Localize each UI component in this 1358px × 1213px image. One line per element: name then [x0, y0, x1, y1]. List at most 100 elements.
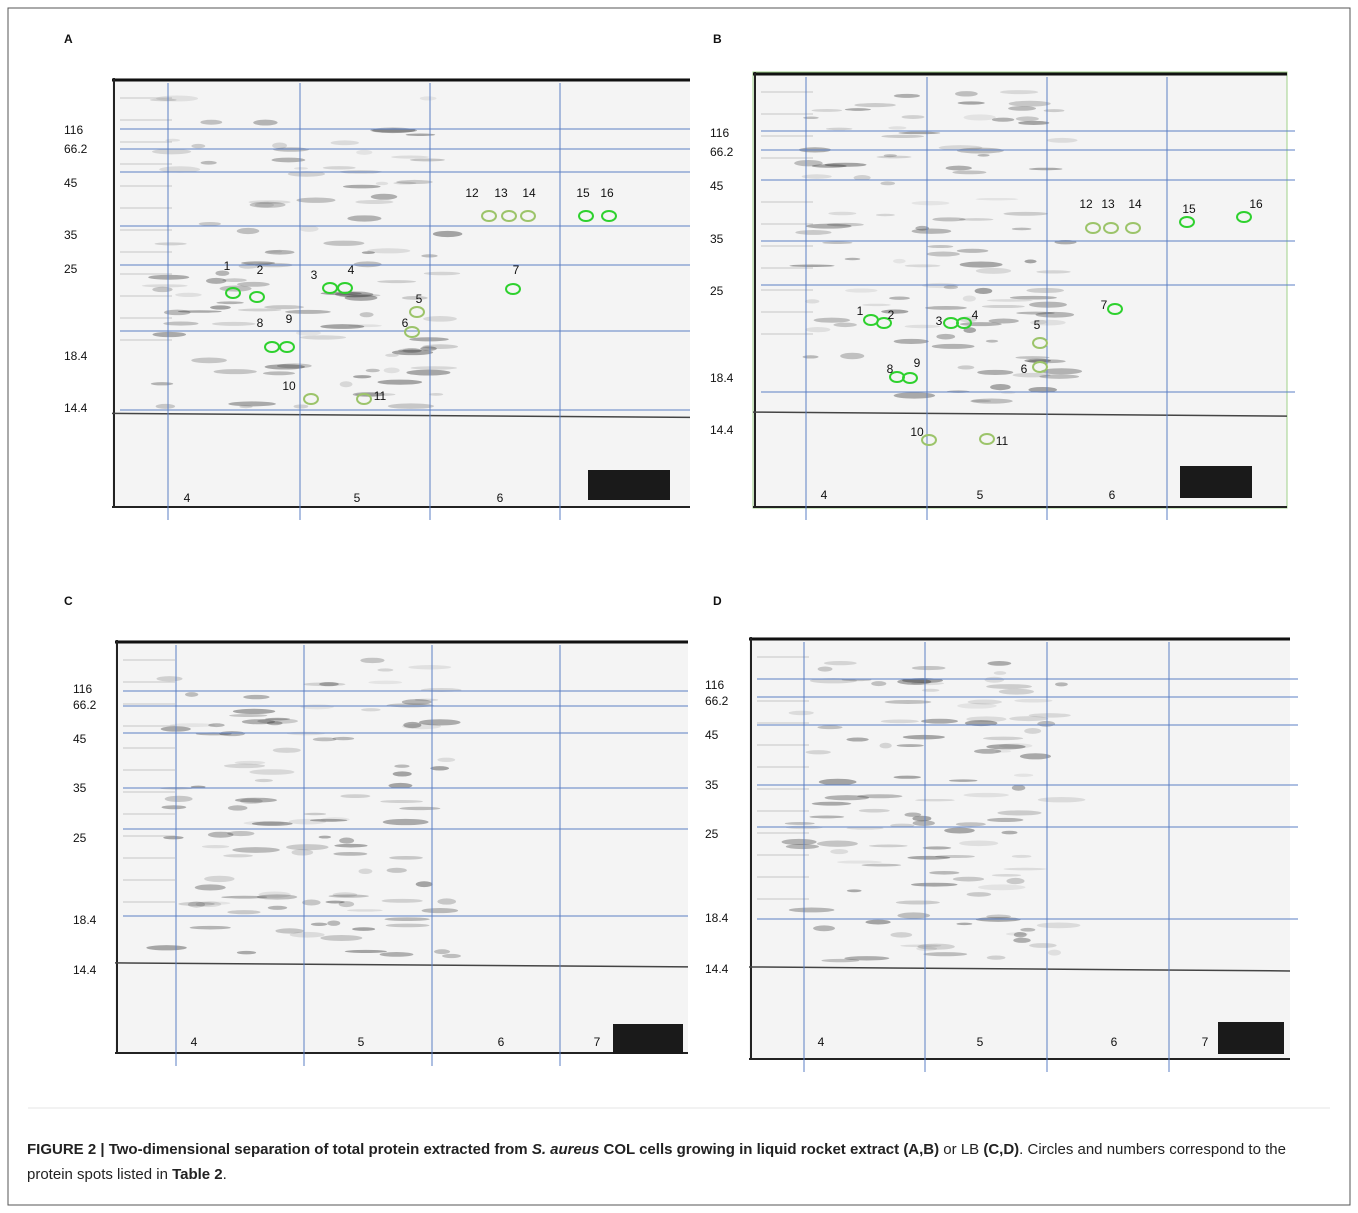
protein-streak: [881, 720, 919, 724]
protein-streak: [421, 254, 437, 257]
protein-streak: [978, 884, 1026, 890]
protein-streak: [963, 295, 976, 301]
protein-streak: [422, 908, 459, 913]
protein-streak: [409, 337, 449, 341]
protein-streak: [320, 935, 362, 941]
protein-streak: [975, 288, 993, 294]
spot-label: 5: [1034, 318, 1041, 332]
protein-streak: [986, 915, 1011, 919]
protein-streak: [200, 120, 222, 125]
protein-streak: [905, 325, 940, 328]
protein-streak: [921, 719, 958, 724]
protein-streak: [329, 894, 369, 897]
protein-streak: [208, 832, 234, 838]
protein-streak: [927, 245, 953, 248]
protein-streak: [972, 400, 991, 402]
ph-label: 7: [1202, 1035, 1209, 1049]
protein-streak: [333, 852, 367, 856]
protein-streak: [786, 844, 819, 849]
protein-streak: [415, 699, 439, 701]
protein-streak: [239, 263, 258, 268]
protein-streak: [142, 284, 188, 287]
protein-streak: [434, 949, 450, 954]
spot-label: 3: [311, 268, 318, 282]
gel: [112, 78, 690, 508]
protein-streak: [377, 380, 422, 385]
spot-label: 10: [910, 425, 924, 439]
protein-streak: [847, 889, 862, 892]
protein-streak: [411, 366, 457, 370]
protein-streak: [960, 262, 1003, 268]
protein-streak: [880, 743, 892, 749]
protein-streak: [967, 892, 992, 897]
protein-streak: [237, 951, 256, 954]
protein-streak: [944, 828, 975, 834]
mw-label: 14.4: [710, 423, 734, 437]
protein-streak: [429, 393, 443, 396]
protein-streak: [987, 818, 1023, 822]
spot-label: 6: [1021, 362, 1028, 376]
protein-streak: [175, 293, 202, 297]
spot-label: 10: [282, 379, 296, 393]
label-tag: [1180, 466, 1252, 498]
mw-label: 66.2: [705, 694, 729, 708]
protein-streak: [263, 371, 295, 375]
protein-streak: [894, 776, 921, 779]
protein-streak: [789, 908, 835, 913]
protein-streak: [1000, 90, 1038, 94]
protein-streak: [840, 353, 864, 359]
protein-streak: [1039, 374, 1079, 378]
protein-streak: [380, 952, 414, 957]
mw-label: 14.4: [705, 962, 729, 976]
protein-streak: [423, 316, 457, 322]
label-tag: [613, 1024, 683, 1054]
protein-streak: [320, 324, 364, 329]
spot-label: 2: [888, 308, 895, 322]
protein-streak: [1020, 753, 1051, 759]
protein-streak: [803, 355, 819, 358]
protein-streak: [353, 375, 371, 378]
ph-label: 4: [818, 1035, 825, 1049]
protein-streak: [1008, 106, 1036, 111]
protein-streak: [294, 404, 309, 408]
protein-streak: [323, 241, 364, 246]
protein-streak: [990, 384, 1011, 390]
protein-streak: [893, 259, 906, 264]
protein-streak: [170, 723, 216, 727]
mw-label: 18.4: [73, 913, 97, 927]
ph-label: 4: [821, 488, 828, 502]
protein-streak: [857, 794, 902, 798]
protein-streak: [235, 798, 277, 803]
protein-streak: [264, 305, 304, 309]
protein-streak: [356, 150, 372, 155]
protein-streak: [339, 838, 354, 844]
protein-streak: [819, 779, 857, 785]
protein-streak: [442, 954, 461, 958]
protein-streak: [371, 194, 397, 200]
protein-streak: [403, 722, 421, 728]
protein-streak: [334, 844, 367, 848]
protein-streak: [385, 354, 399, 357]
caption-text: S. aureus: [532, 1141, 600, 1158]
protein-streak: [949, 779, 978, 781]
protein-streak: [437, 898, 456, 904]
protein-streak: [393, 182, 416, 185]
protein-streak: [302, 899, 321, 905]
protein-streak: [986, 684, 1032, 689]
protein-streak: [846, 737, 868, 741]
protein-streak: [268, 906, 287, 910]
protein-streak: [416, 881, 433, 887]
mw-label: 45: [710, 179, 724, 193]
mw-label: 18.4: [705, 911, 729, 925]
protein-streak: [987, 955, 1006, 959]
protein-streak: [199, 222, 221, 226]
ph-label: 5: [354, 491, 361, 505]
protein-streak: [912, 666, 946, 670]
protein-streak: [987, 661, 1011, 666]
protein-streak: [905, 813, 922, 817]
protein-streak: [1026, 288, 1064, 293]
protein-streak: [340, 381, 353, 387]
spot-label: 5: [416, 292, 423, 306]
protein-streak: [881, 135, 924, 138]
gel-panel: A11666.245352518.414.4456123456789101112…: [64, 32, 690, 520]
